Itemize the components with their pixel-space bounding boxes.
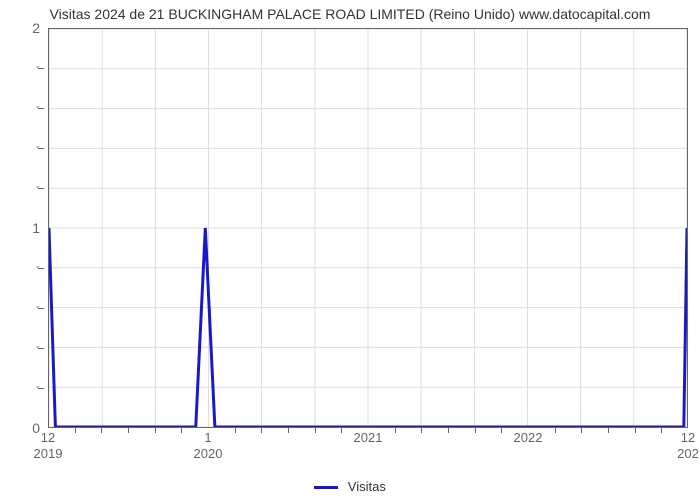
x-tick-minor [448, 428, 449, 433]
legend-swatch [314, 486, 338, 489]
x-tick-minor [155, 428, 156, 433]
x-tick-minor [421, 428, 422, 433]
y-tick-minor-mark: - [36, 381, 40, 393]
x-tick-minor [315, 428, 316, 433]
x-tick-minor [235, 428, 236, 433]
x-tick-minor [555, 428, 556, 433]
x-tick-year-label: 2022 [514, 430, 543, 445]
x-tick-year-label: 2020 [194, 446, 223, 461]
x-tick-minor [341, 428, 342, 433]
plot-area [48, 28, 688, 428]
x-tick-minor [395, 428, 396, 433]
x-tick-minor [261, 428, 262, 433]
x-tick-year-label: 202 [677, 446, 699, 461]
y-tick-minor-mark: - [36, 181, 40, 193]
y-tick-minor-mark: - [36, 261, 40, 273]
x-tick-year-label: 2019 [34, 446, 63, 461]
x-tick-year-label: 2021 [354, 430, 383, 445]
x-tick-month-label: 12 [681, 430, 695, 445]
y-tick-label: 1 [0, 220, 40, 236]
chart-container: Visitas 2024 de 21 BUCKINGHAM PALACE ROA… [0, 0, 700, 500]
y-tick-minor-mark: - [36, 61, 40, 73]
x-tick-minor [501, 428, 502, 433]
y-tick-label: 2 [0, 20, 40, 36]
x-tick-minor [475, 428, 476, 433]
x-tick-month-label: 1 [204, 430, 211, 445]
x-tick-minor [288, 428, 289, 433]
legend-label: Visitas [348, 479, 386, 494]
x-tick-minor [75, 428, 76, 433]
y-tick-minor-mark: - [36, 301, 40, 313]
x-tick-minor [581, 428, 582, 433]
x-tick-minor [608, 428, 609, 433]
y-tick-minor-mark: - [36, 101, 40, 113]
legend: Visitas [0, 479, 700, 494]
x-tick-minor [128, 428, 129, 433]
chart-title: Visitas 2024 de 21 BUCKINGHAM PALACE ROA… [0, 6, 700, 22]
y-tick-label: 0 [0, 420, 40, 436]
x-tick-minor [661, 428, 662, 433]
x-tick-minor [635, 428, 636, 433]
x-tick-month-label: 12 [41, 430, 55, 445]
chart-svg [49, 29, 687, 427]
x-tick-minor [101, 428, 102, 433]
y-tick-minor-mark: - [36, 341, 40, 353]
y-tick-minor-mark: - [36, 141, 40, 153]
x-tick-minor [181, 428, 182, 433]
